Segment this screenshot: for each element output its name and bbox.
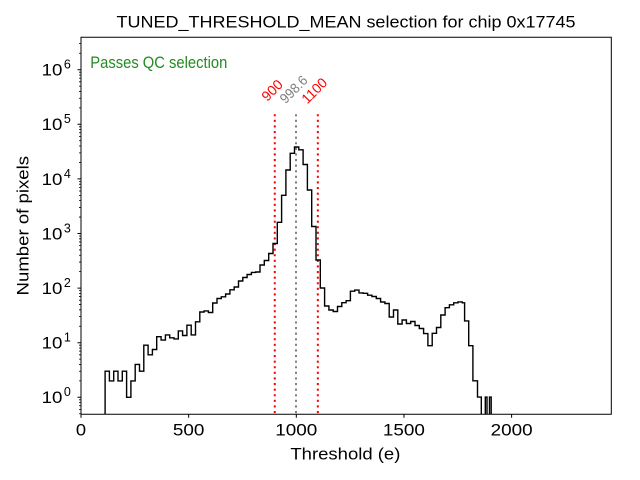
svg-text:10: 10: [42, 62, 63, 80]
svg-text:500: 500: [173, 421, 205, 439]
svg-text:3: 3: [64, 221, 71, 235]
svg-text:Number of pixels: Number of pixels: [14, 156, 33, 296]
svg-text:Threshold (e): Threshold (e): [290, 445, 400, 464]
svg-text:0: 0: [76, 421, 86, 439]
svg-text:1500: 1500: [383, 421, 425, 439]
svg-text:2: 2: [64, 276, 71, 290]
svg-text:6: 6: [64, 58, 71, 72]
svg-text:1000: 1000: [275, 421, 317, 439]
svg-text:TUNED_THRESHOLD_MEAN selection: TUNED_THRESHOLD_MEAN selection for chip …: [117, 13, 576, 32]
svg-text:10: 10: [42, 225, 63, 243]
svg-text:10: 10: [42, 389, 63, 407]
svg-text:4: 4: [64, 167, 71, 181]
svg-text:10: 10: [42, 335, 63, 353]
svg-text:1: 1: [64, 331, 71, 345]
svg-text:10: 10: [42, 280, 63, 298]
svg-text:0: 0: [64, 385, 71, 399]
svg-text:Passes QC selection: Passes QC selection: [90, 53, 227, 72]
svg-text:2000: 2000: [491, 421, 533, 439]
svg-text:5: 5: [64, 112, 71, 126]
svg-text:10: 10: [42, 116, 63, 134]
svg-text:10: 10: [42, 171, 63, 189]
